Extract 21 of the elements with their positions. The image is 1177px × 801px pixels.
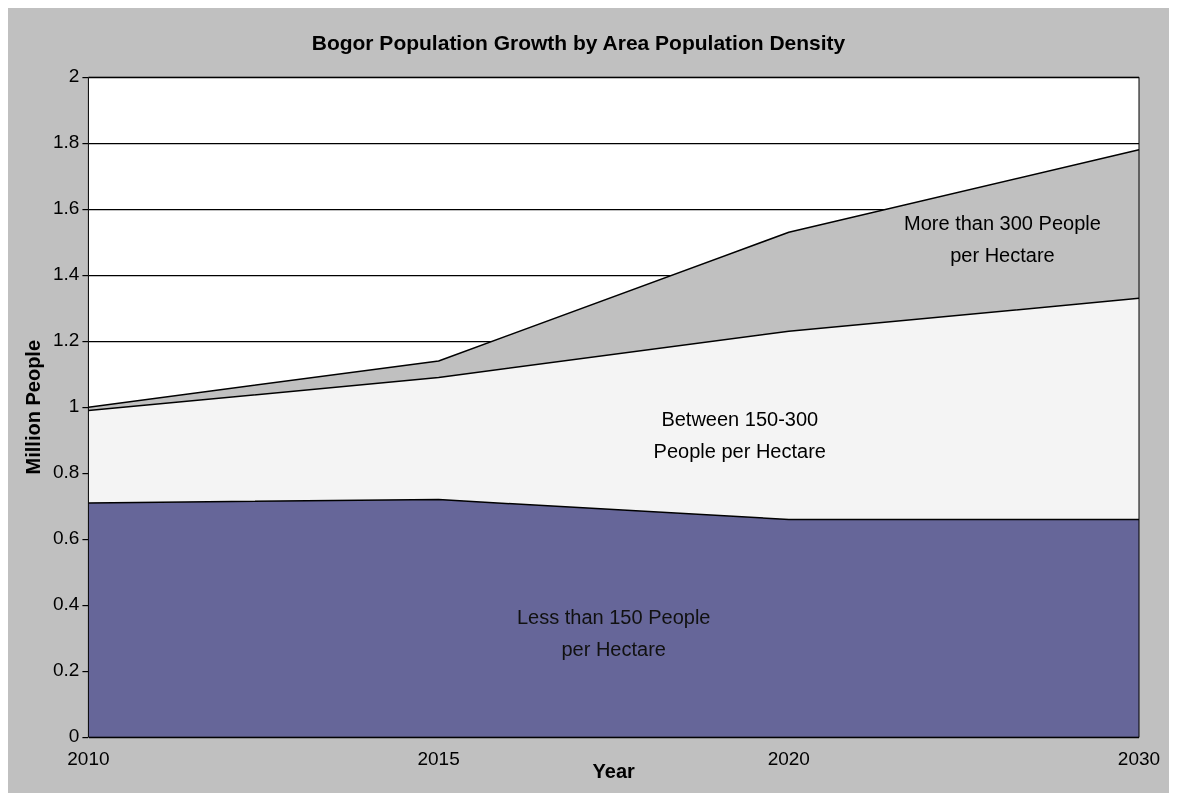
y-tick-label: 1.8 (52, 131, 80, 153)
series-label: Less than 150 People per Hectare (516, 606, 711, 661)
y-axis-title: Million People (21, 339, 44, 475)
series-label: More than 300 People per Hectare (904, 211, 1101, 266)
chart-title: Bogor Population Growth by Area Population Density (311, 31, 846, 55)
y-tick-label: 0 (68, 725, 80, 747)
y-tick-label: 0.2 (52, 659, 80, 681)
series-label: Between 150-300 People per Hectare (653, 407, 826, 462)
x-tick-label: 2020 (767, 747, 810, 769)
x-tick-label: 2030 (1117, 747, 1161, 769)
y-tick-label: 1 (68, 395, 80, 417)
y-tick-label: 0.6 (52, 527, 80, 549)
y-tick-label: 2 (68, 65, 80, 87)
y-tick-label: 0.4 (52, 593, 80, 615)
x-tick-label: 2015 (417, 747, 460, 769)
y-tick-label: 0.8 (52, 461, 80, 483)
y-tick-label: 1.6 (52, 197, 80, 219)
y-tick-label: 1.4 (52, 263, 80, 285)
x-tick-label: 2010 (67, 747, 110, 769)
x-axis-title: Year (592, 759, 636, 782)
y-tick-label: 1.2 (52, 329, 80, 351)
